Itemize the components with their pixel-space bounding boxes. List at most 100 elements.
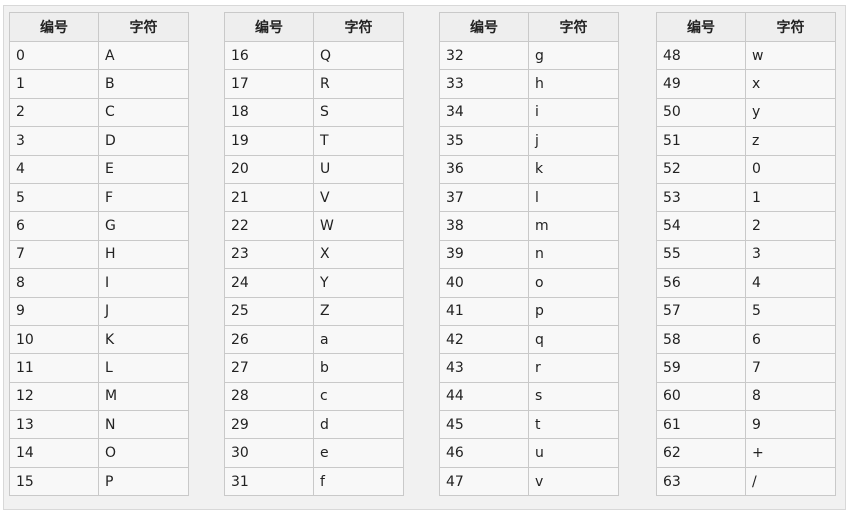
- index-code-cell: 52: [656, 154, 746, 184]
- index-char-cell: 4: [745, 268, 836, 298]
- index-char-cell: /: [745, 466, 836, 497]
- index-code-cell: 25: [224, 296, 314, 326]
- table-row: 39 n: [439, 239, 619, 270]
- header-row: 编号 字符: [656, 12, 836, 42]
- table-row: 16 Q: [224, 40, 404, 71]
- index-char-cell: 5: [745, 296, 836, 326]
- table-row: 53 1: [656, 182, 836, 213]
- table-row: 47 v: [439, 466, 619, 497]
- index-char-cell: U: [313, 154, 404, 184]
- index-code-cell: 36: [439, 154, 529, 184]
- index-char-cell: n: [528, 239, 619, 270]
- table-row: 48 w: [656, 40, 836, 71]
- index-char-cell: I: [98, 268, 189, 298]
- index-char-cell: j: [528, 126, 619, 156]
- index-code-cell: 9: [9, 296, 99, 326]
- table-row: 50 y: [656, 97, 836, 128]
- index-code-cell: 23: [224, 239, 314, 270]
- index-code-cell: 32: [439, 40, 529, 71]
- index-code-cell: 40: [439, 268, 529, 298]
- table-row: 28 c: [224, 381, 404, 412]
- index-char-cell: p: [528, 296, 619, 326]
- index-char-cell: v: [528, 466, 619, 497]
- index-code-cell: 55: [656, 239, 746, 270]
- index-char-cell: Q: [313, 40, 404, 71]
- index-char-cell: O: [98, 438, 189, 468]
- index-char-cell: y: [745, 97, 836, 128]
- index-char-cell: s: [528, 381, 619, 412]
- index-char-cell: Z: [313, 296, 404, 326]
- index-char-cell: H: [98, 239, 189, 270]
- table-row: 13 N: [9, 410, 189, 440]
- table-row: 35 j: [439, 126, 619, 156]
- char-column-header: 字符: [528, 12, 619, 42]
- table-row: 23 X: [224, 239, 404, 270]
- index-code-cell: 3: [9, 126, 99, 156]
- index-code-cell: 45: [439, 410, 529, 440]
- index-code-cell: 41: [439, 296, 529, 326]
- table-row: 10 K: [9, 324, 189, 355]
- code-column-header: 编号: [224, 12, 314, 42]
- table-row: 20 U: [224, 154, 404, 184]
- index-char-cell: R: [313, 69, 404, 99]
- index-code-cell: 30: [224, 438, 314, 468]
- index-code-cell: 54: [656, 211, 746, 241]
- table-row: 22 W: [224, 211, 404, 241]
- table-row: 56 4: [656, 268, 836, 298]
- index-code-cell: 1: [9, 69, 99, 99]
- index-char-cell: w: [745, 40, 836, 71]
- index-char-cell: 7: [745, 353, 836, 383]
- index-code-cell: 56: [656, 268, 746, 298]
- index-code-cell: 12: [9, 381, 99, 412]
- index-code-cell: 6: [9, 211, 99, 241]
- index-code-cell: 49: [656, 69, 746, 99]
- index-code-cell: 10: [9, 324, 99, 355]
- index-code-cell: 20: [224, 154, 314, 184]
- index-char-cell: 9: [745, 410, 836, 440]
- index-code-cell: 15: [9, 466, 99, 497]
- index-char-cell: K: [98, 324, 189, 355]
- index-char-cell: z: [745, 126, 836, 156]
- index-char-cell: X: [313, 239, 404, 270]
- table-row: 60 8: [656, 381, 836, 412]
- index-char-cell: D: [98, 126, 189, 156]
- index-char-cell: q: [528, 324, 619, 355]
- index-table-group-1: 编号 字符 0 A 1 B 2 C 3 D 4 E 5 F 6 G 7 H 8 I 9 J 10 K 11 L 12 M 13 N 14…: [9, 12, 189, 497]
- table-row: 52 0: [656, 154, 836, 184]
- index-code-cell: 48: [656, 40, 746, 71]
- index-char-cell: V: [313, 182, 404, 213]
- index-char-cell: L: [98, 353, 189, 383]
- index-char-cell: +: [745, 438, 836, 468]
- table-row: 21 V: [224, 182, 404, 213]
- table-row: 32 g: [439, 40, 619, 71]
- index-code-cell: 38: [439, 211, 529, 241]
- index-char-cell: W: [313, 211, 404, 241]
- index-char-cell: 6: [745, 324, 836, 355]
- index-code-cell: 47: [439, 466, 529, 497]
- code-column-header: 编号: [439, 12, 529, 42]
- index-code-cell: 50: [656, 97, 746, 128]
- index-char-cell: 0: [745, 154, 836, 184]
- table-row: 12 M: [9, 381, 189, 412]
- index-code-cell: 24: [224, 268, 314, 298]
- index-char-cell: g: [528, 40, 619, 71]
- index-char-cell: N: [98, 410, 189, 440]
- index-char-cell: F: [98, 182, 189, 213]
- index-code-cell: 61: [656, 410, 746, 440]
- index-char-cell: C: [98, 97, 189, 128]
- index-code-cell: 22: [224, 211, 314, 241]
- index-char-cell: 1: [745, 182, 836, 213]
- table-row: 18 S: [224, 97, 404, 128]
- index-char-cell: f: [313, 466, 404, 497]
- index-code-cell: 35: [439, 126, 529, 156]
- index-code-cell: 42: [439, 324, 529, 355]
- table-row: 43 r: [439, 353, 619, 383]
- index-char-cell: B: [98, 69, 189, 99]
